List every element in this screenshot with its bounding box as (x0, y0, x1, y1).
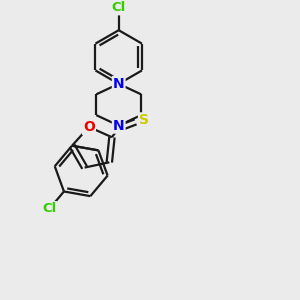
Text: S: S (139, 113, 149, 128)
Text: N: N (113, 77, 124, 91)
Text: Cl: Cl (42, 202, 57, 215)
Text: Cl: Cl (112, 1, 126, 14)
Text: O: O (83, 120, 95, 134)
Text: N: N (113, 118, 124, 133)
